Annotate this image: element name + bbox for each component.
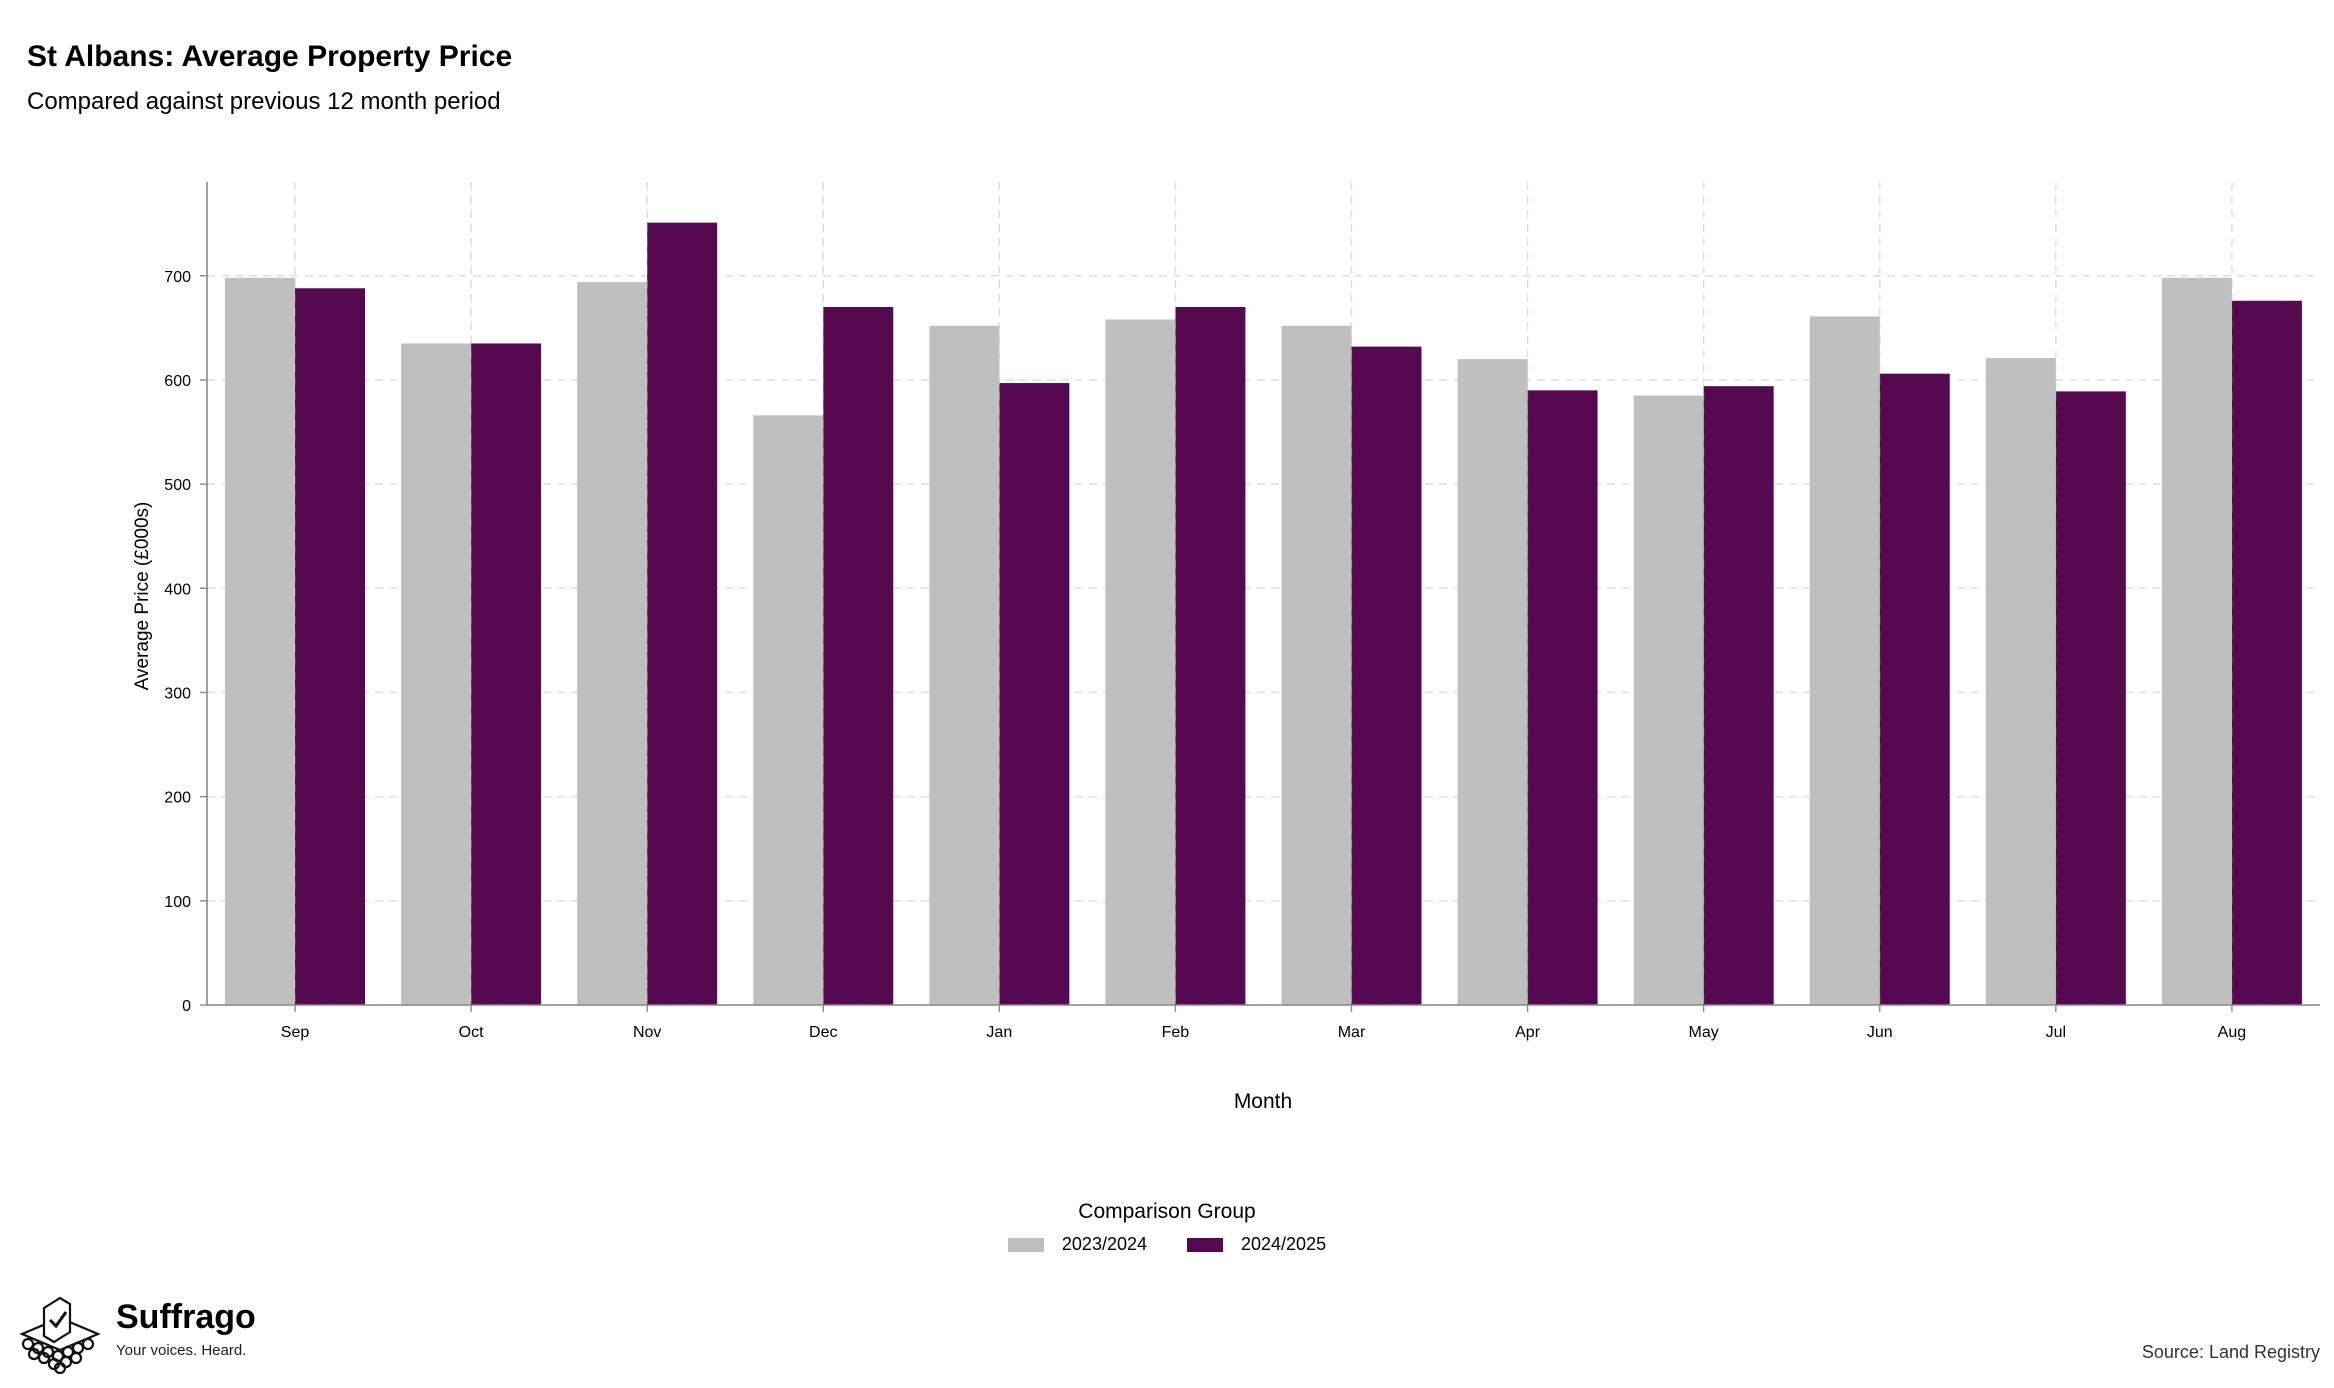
y-tick-label: 600 [164,373,191,390]
y-tick-label: 400 [164,581,191,598]
bar-2024-2025-mar [1351,346,1422,1006]
y-tick-label: 700 [164,269,191,286]
bars [225,182,2302,1006]
bar-2023-2024-feb [1105,319,1176,1005]
bar-2023-2024-dec [753,415,824,1006]
bar-chart: 0 100 200 300 400 500 600 700 Sep Oct Nov Dec Jan Feb… [132,182,2320,1113]
legend-title: Comparison Group [1078,1200,1256,1223]
bar-2024-2025-jun [1879,373,1950,1006]
bar-2024-2025-jul [2055,391,2126,1005]
bar-2023-2024-aug [2161,277,2232,1006]
bar-2023-2024-nov [577,282,648,1005]
brand-tagline: Your voices. Heard. [116,1342,247,1359]
bar-2024-2025-feb [1175,307,1246,1005]
y-axis-label: Average Price (£000s) [132,502,153,691]
bar-2024-2025-jan [999,383,1070,1005]
bar-2023-2024-jul [1985,358,2056,1006]
x-tick-label: Jul [2046,1024,2066,1041]
x-tick-label: Jun [1867,1024,1893,1041]
chart-title: St Albans: Average Property Price [27,40,513,73]
ballot-box-icon [19,1296,101,1374]
x-tick-label: Jan [986,1024,1012,1041]
legend-item-2024-2025: 2024/2025 [1187,1234,1326,1255]
bar-2023-2024-apr [1457,359,1528,1005]
tick-labels: 0 100 200 300 400 500 600 700 Sep Oct Nov Dec Jan Feb… [164,269,2246,1041]
y-tick-label: 500 [164,477,191,494]
bar-2023-2024-sep [225,277,295,1006]
suffrago-logo: Suffrago Your voices. Heard. [14,1292,256,1374]
bar-2023-2024-jun [1809,316,1880,1005]
bar-2024-2025-oct [471,343,542,1005]
bar-2023-2024-oct [401,343,472,1005]
bar-2024-2025-nov [647,222,718,1005]
bar-2024-2025-sep [295,288,365,1006]
y-tick-label: 200 [164,790,191,807]
bar-2023-2024-jan [929,325,1000,1006]
bar-2024-2025-dec [823,307,894,1005]
chart-subtitle: Compared against previous 12 month perio… [27,88,501,115]
y-tick-label: 300 [164,685,191,702]
x-tick-label: Feb [1162,1024,1190,1041]
x-tick-label: Apr [1515,1024,1541,1041]
legend-label-2023-2024: 2023/2024 [1061,1234,1147,1254]
x-tick-label: Aug [2218,1024,2246,1041]
legend-items: 2023/2024 2024/2025 [1007,1234,1326,1255]
source-note: Source: Land Registry [2141,1342,2320,1362]
x-tick-label: Sep [281,1024,310,1041]
y-tick-label: 0 [182,998,191,1015]
legend-swatch-2023-2024 [1007,1237,1044,1252]
x-tick-label: Nov [633,1024,661,1041]
legend-swatch-2024-2025 [1187,1237,1223,1252]
legend-label-2024-2025: 2024/2025 [1241,1234,1327,1254]
brand-name: Suffrago [116,1298,256,1336]
bar-2023-2024-may [1633,395,1704,1005]
x-axis-label: Month [1234,1090,1292,1113]
legend: Comparison Group 2023/2024 2024/2025 [0,1200,2334,1257]
x-tick-label: Dec [809,1024,837,1041]
legend-item-2023-2024: 2023/2024 [1007,1234,1147,1255]
bar-2024-2025-apr [1527,390,1598,1005]
y-tick-label: 100 [164,894,191,911]
bar-2024-2025-may [1703,386,1774,1005]
x-tick-label: Oct [459,1024,484,1041]
x-tick-label: May [1689,1024,1719,1041]
x-tick-label: Mar [1338,1024,1366,1041]
bar-2023-2024-mar [1281,325,1352,1006]
axes [200,182,2320,1012]
bar-2024-2025-aug [2231,300,2302,1005]
